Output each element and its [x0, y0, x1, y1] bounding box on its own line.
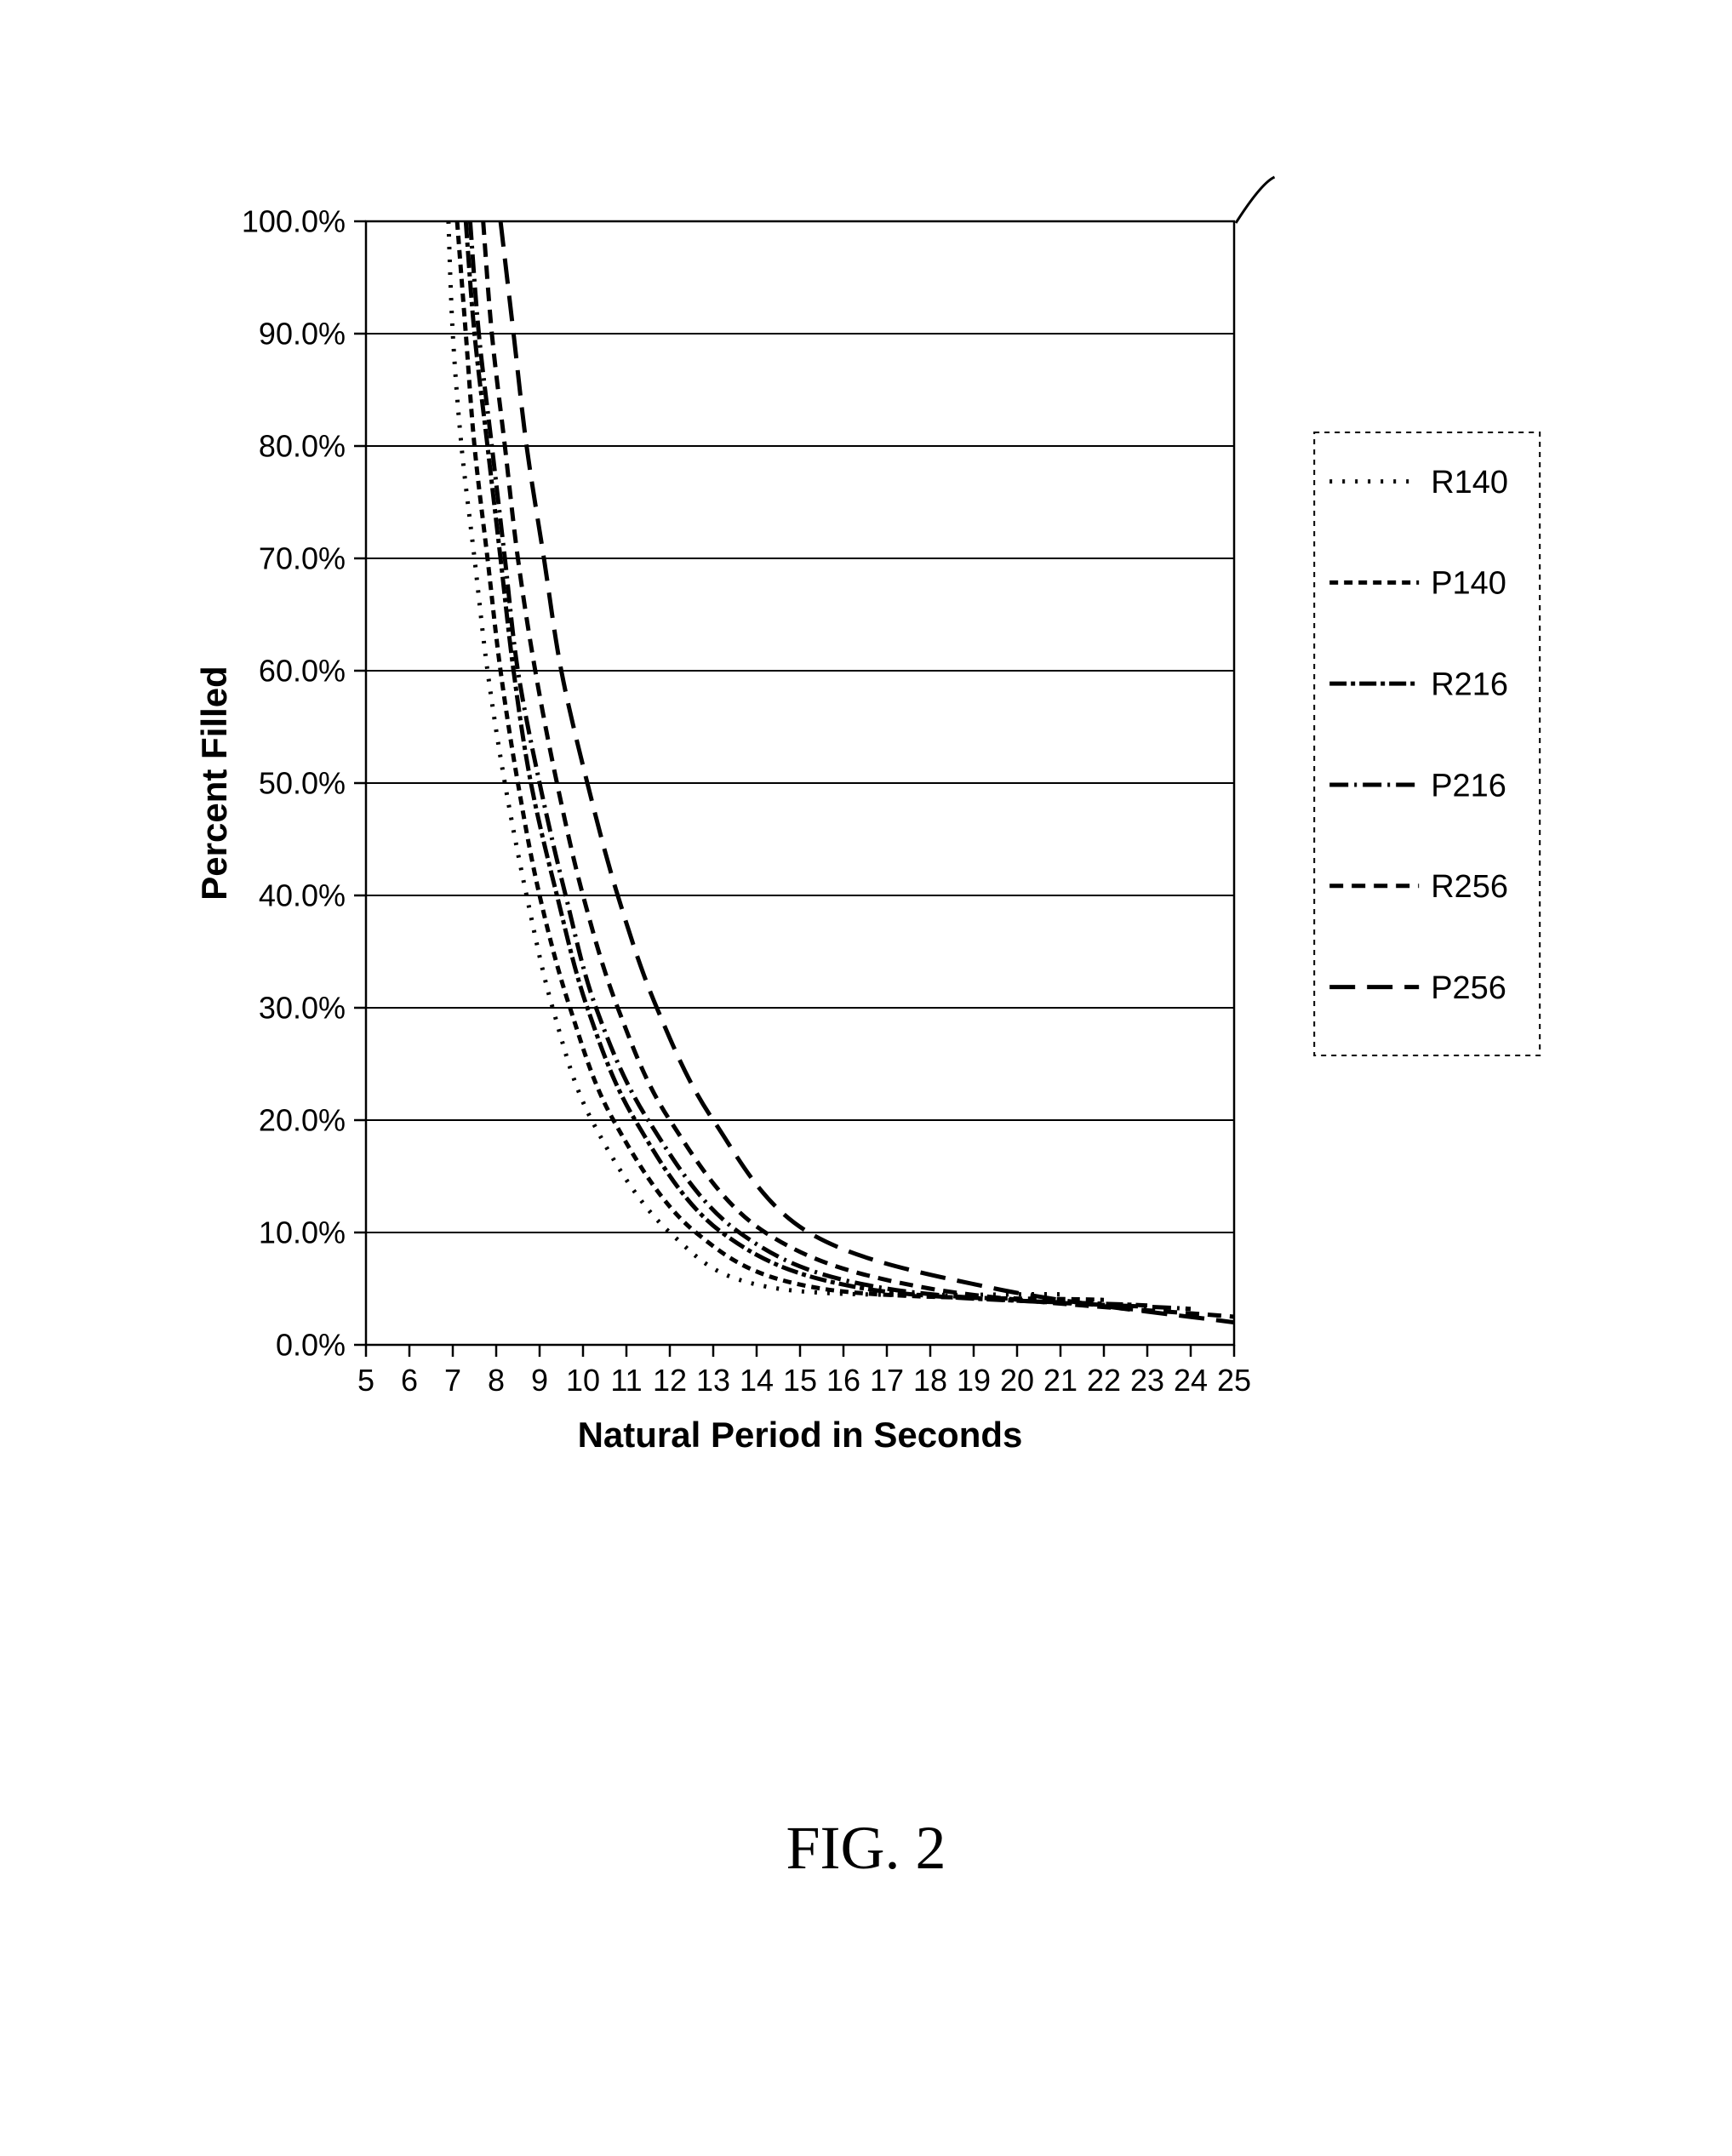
svg-text:5: 5 — [357, 1363, 374, 1398]
svg-text:20.0%: 20.0% — [259, 1103, 346, 1138]
svg-text:80.0%: 80.0% — [259, 429, 346, 464]
svg-text:90.0%: 90.0% — [259, 317, 346, 352]
svg-text:Percent Filled: Percent Filled — [194, 666, 234, 900]
svg-text:6: 6 — [401, 1363, 418, 1398]
svg-text:13: 13 — [696, 1363, 730, 1398]
svg-text:19: 19 — [957, 1363, 991, 1398]
svg-text:25: 25 — [1217, 1363, 1251, 1398]
svg-text:24: 24 — [1174, 1363, 1208, 1398]
svg-text:50.0%: 50.0% — [259, 766, 346, 801]
svg-text:9: 9 — [531, 1363, 548, 1398]
svg-text:21: 21 — [1043, 1363, 1077, 1398]
svg-text:11: 11 — [610, 1363, 642, 1398]
svg-text:23: 23 — [1130, 1363, 1164, 1398]
svg-text:17: 17 — [870, 1363, 904, 1398]
svg-text:0.0%: 0.0% — [276, 1328, 346, 1363]
svg-text:8: 8 — [488, 1363, 505, 1398]
svg-text:40.0%: 40.0% — [259, 878, 346, 913]
svg-text:15: 15 — [783, 1363, 817, 1398]
svg-text:R140: R140 — [1431, 465, 1508, 500]
svg-text:18: 18 — [913, 1363, 947, 1398]
svg-text:R216: R216 — [1431, 666, 1508, 702]
svg-text:12: 12 — [653, 1363, 687, 1398]
svg-text:70.0%: 70.0% — [259, 541, 346, 576]
chart-container: 56789 10 11 12 13 14 15 16 17 18 19 20 21 22 23 24 25 0.0… — [170, 170, 1562, 1617]
svg-text:50: 50 — [1256, 170, 1301, 174]
svg-text:16: 16 — [826, 1363, 860, 1398]
svg-text:20: 20 — [1000, 1363, 1034, 1398]
svg-text:P256: P256 — [1431, 970, 1506, 1006]
svg-text:Natural Period in Seconds: Natural Period in Seconds — [578, 1415, 1023, 1455]
svg-text:14: 14 — [740, 1363, 774, 1398]
svg-text:10: 10 — [566, 1363, 600, 1398]
svg-text:7: 7 — [444, 1363, 461, 1398]
svg-text:100.0%: 100.0% — [242, 204, 346, 239]
figure-caption: FIG. 2 — [0, 1813, 1732, 1884]
line-chart: 56789 10 11 12 13 14 15 16 17 18 19 20 21 22 23 24 25 0.0… — [170, 170, 1562, 1617]
svg-text:R256: R256 — [1431, 869, 1508, 905]
svg-text:60.0%: 60.0% — [259, 654, 346, 689]
svg-text:22: 22 — [1087, 1363, 1121, 1398]
svg-text:30.0%: 30.0% — [259, 991, 346, 1026]
svg-text:P140: P140 — [1431, 566, 1506, 602]
page: 56789 10 11 12 13 14 15 16 17 18 19 20 21 22 23 24 25 0.0… — [0, 0, 1732, 2156]
svg-text:P216: P216 — [1431, 768, 1506, 803]
svg-text:10.0%: 10.0% — [259, 1215, 346, 1250]
